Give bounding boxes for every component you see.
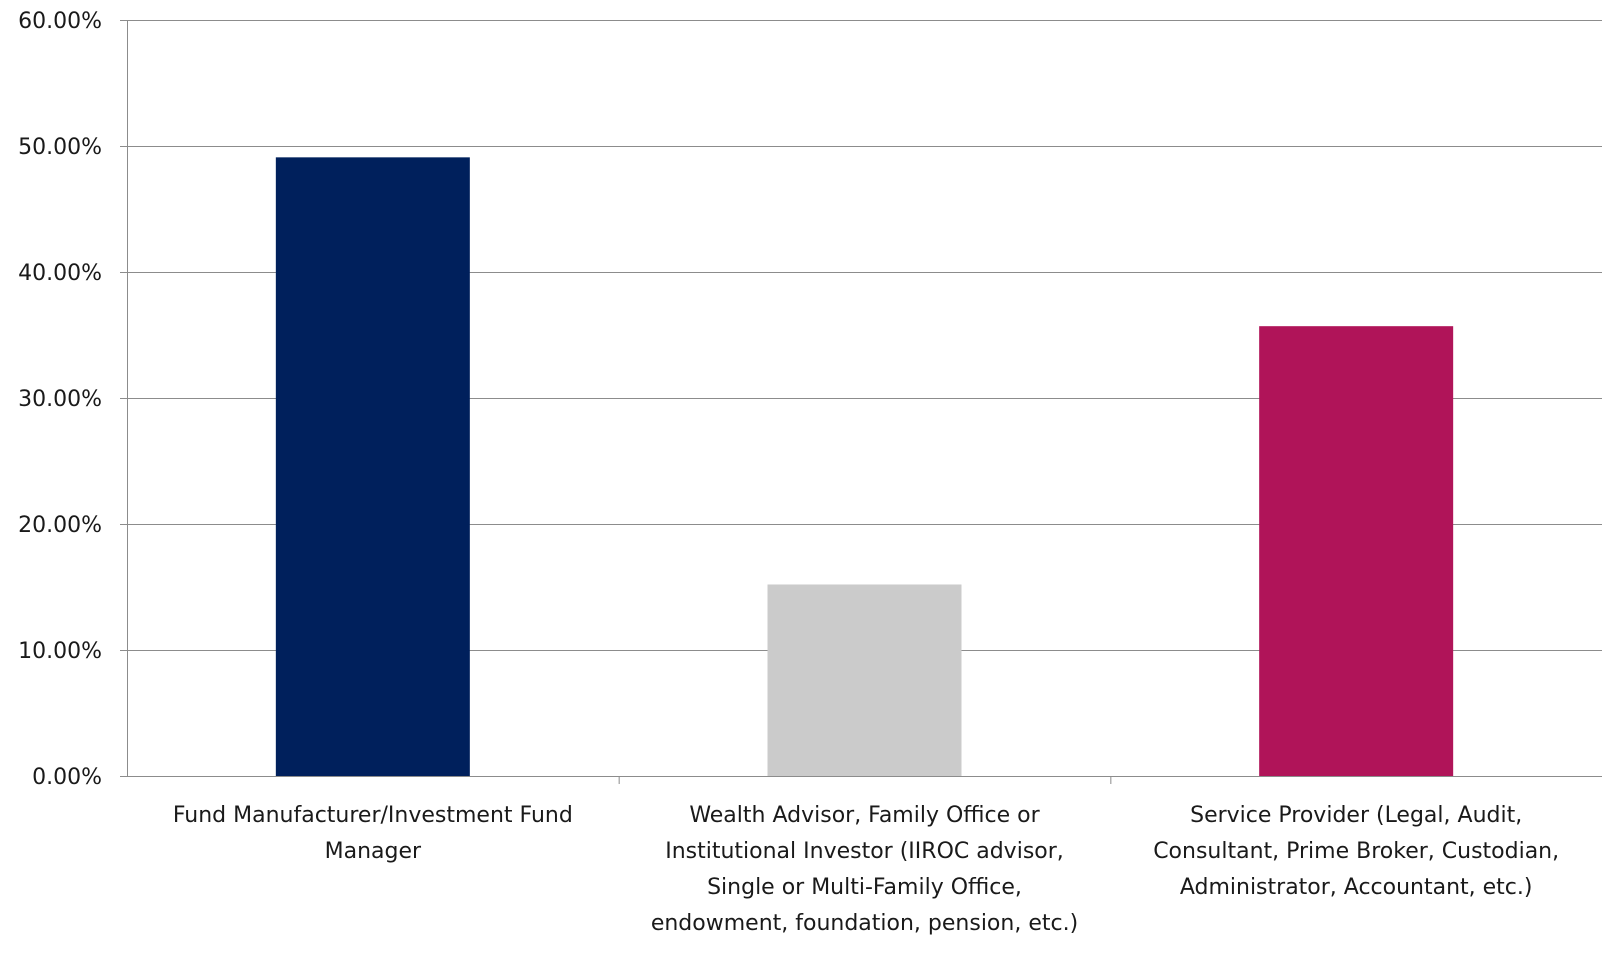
x-category-label-line: Fund Manufacturer/Investment Fund (173, 803, 573, 828)
y-tick-label: 60.00% (18, 9, 102, 34)
x-category-label-line: Service Provider (Legal, Audit, (1190, 803, 1522, 828)
x-category-label-line: Institutional Investor (IIROC advisor, (665, 839, 1064, 864)
y-tick-label: 30.00% (18, 387, 102, 412)
y-tick-label: 40.00% (18, 261, 102, 286)
x-category-label: Wealth Advisor, Family Office or Institut… (651, 803, 1078, 936)
bar (767, 584, 962, 776)
x-category-label-line: Single or Multi-Family Office, (707, 875, 1022, 900)
x-category-label-line: Manager (325, 839, 422, 864)
x-category-label-line: Administrator, Accountant, etc.) (1180, 875, 1533, 900)
y-tick-label: 50.00% (18, 135, 102, 160)
x-category-label-line: Wealth Advisor, Family Office or (689, 803, 1040, 828)
x-category-label: Service Provider (Legal, Audit, Consultan… (1153, 803, 1559, 900)
x-category-label: Fund Manufacturer/Investment Fund Manager (173, 803, 573, 864)
x-category-label-line: Consultant, Prime Broker, Custodian, (1153, 839, 1559, 864)
x-category-label-line: endowment, foundation, pension, etc.) (651, 911, 1078, 936)
y-tick-label: 20.00% (18, 513, 102, 538)
bar (275, 157, 470, 777)
y-tick-label: 10.00% (18, 639, 102, 664)
bar (1259, 326, 1454, 776)
y-tick-label: 0.00% (32, 765, 102, 790)
